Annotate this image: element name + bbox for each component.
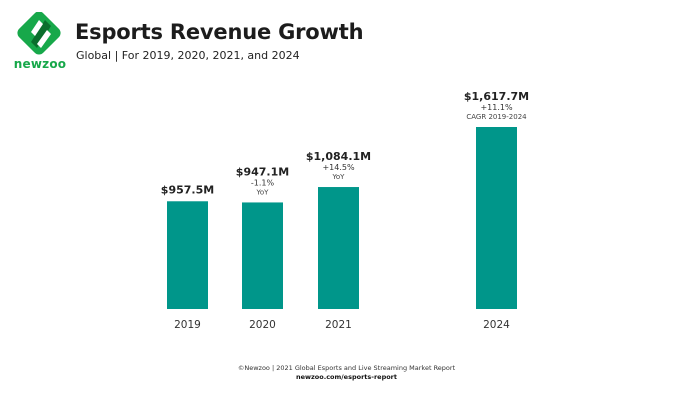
value-label: $1,617.7M: [464, 90, 529, 103]
x-tick-label: 2021: [325, 319, 352, 331]
bar-2024: [476, 127, 517, 309]
bar-2020: [242, 202, 283, 309]
change-label: +14.5%: [322, 163, 355, 172]
value-label: $947.1M: [236, 165, 289, 178]
bar-2021: [318, 187, 359, 309]
change-note: YoY: [256, 188, 270, 196]
value-label: $1,084.1M: [306, 150, 371, 163]
newzoo-logo-icon: [17, 12, 61, 55]
brand-name: newzoo: [13, 57, 67, 71]
footer-link[interactable]: newzoo.com/esports-report: [295, 373, 397, 381]
value-label: $957.5M: [161, 183, 214, 196]
footer-copyright: ©Newzoo | 2021 Global Esports and Live S…: [237, 364, 456, 372]
change-note: YoY: [332, 173, 346, 181]
x-tick-label: 2020: [249, 319, 276, 331]
x-tick-label: 2019: [174, 319, 201, 331]
change-label: -1.1%: [251, 178, 275, 187]
x-tick-label: 2024: [483, 319, 510, 331]
page-title: Esports Revenue Growth: [75, 20, 364, 44]
change-label: +11.1%: [480, 103, 513, 112]
bar-2019: [167, 201, 208, 309]
change-note: CAGR 2019-2024: [466, 113, 527, 121]
page-subtitle: Global | For 2019, 2020, 2021, and 2024: [76, 49, 300, 62]
